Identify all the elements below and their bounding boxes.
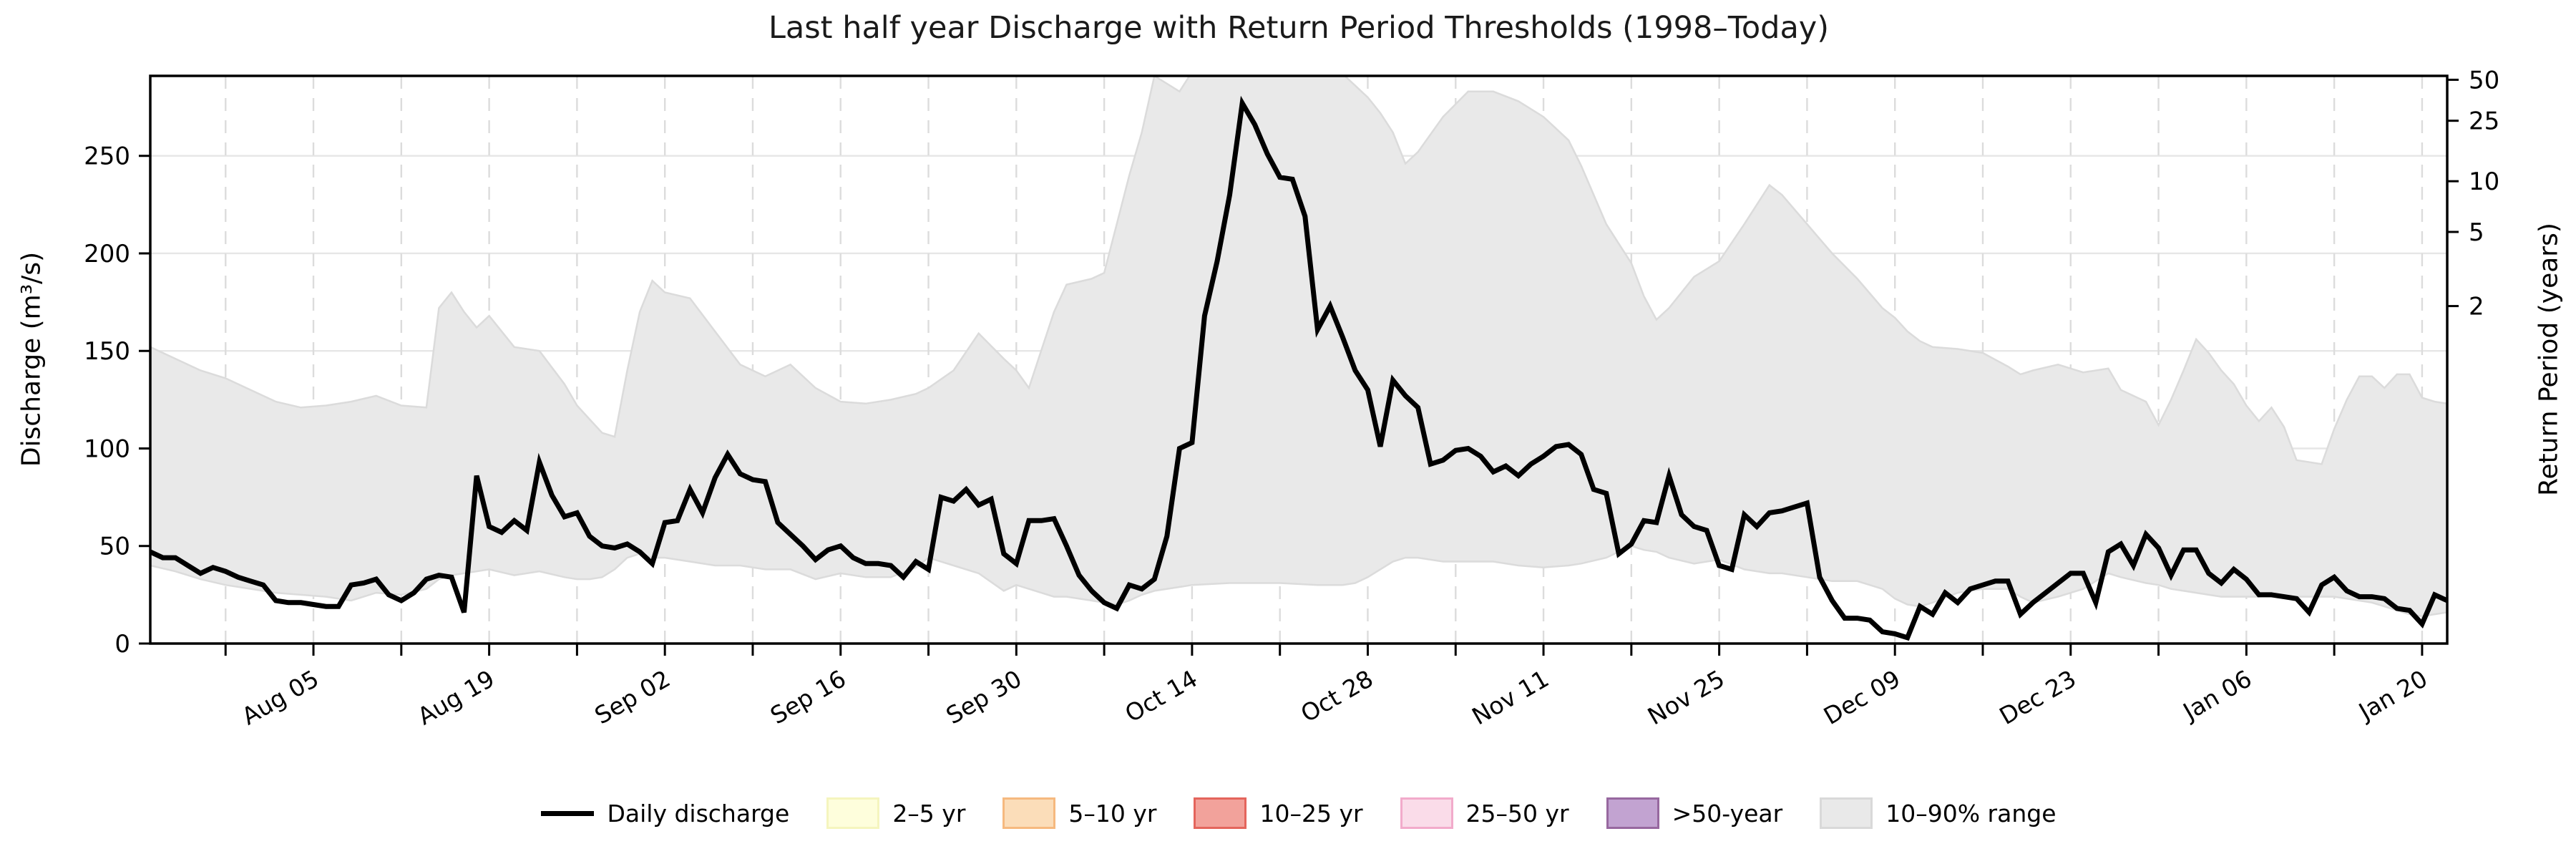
x-tick-label: Sep 02 [590,664,675,729]
chart-title: Last half year Discharge with Return Per… [768,10,1830,46]
return-period-tick-label: 5 [2469,218,2484,247]
y-tick-label: 100 [84,435,130,463]
y-tick-label: 200 [84,240,130,268]
x-tick-label: Aug 19 [413,664,499,730]
x-tick-label: Nov 11 [1467,664,1553,730]
legend-patch-swatch [1002,797,1056,829]
percentile-band-10-90 [150,76,2447,616]
y-axis-label-return-period: Return Period (years) [2534,223,2564,496]
x-tick-label: Aug 05 [237,664,323,730]
legend-item: 2–5 yr [826,797,965,829]
x-tick-label: Sep 30 [942,664,1027,729]
return-period-tick-label: 50 [2469,66,2499,94]
legend-item: 5–10 yr [1002,797,1156,829]
legend-item: 10–90% range [1820,797,2057,829]
x-tick-label: Oct 28 [1296,664,1377,728]
daily-discharge-line [150,95,2447,641]
legend-label: 2–5 yr [892,799,966,828]
legend-label: 10–25 yr [1259,799,1363,828]
y-tick-label: 250 [84,142,130,171]
y-tick-label: 150 [84,337,130,366]
y-tick-label: 50 [99,533,130,561]
legend-patch-swatch [826,797,880,829]
legend-patch-swatch [1606,797,1659,829]
chart-legend: Daily discharge 2–5 yr 5–10 yr 10–25 yr 25–5… [150,787,2447,839]
band-upper-edge [150,76,2447,465]
legend-patch-swatch [1194,797,1247,829]
x-tick-label: Oct 14 [1121,664,1202,728]
legend-item: Daily discharge [541,800,789,828]
legend-label: 5–10 yr [1068,799,1157,828]
x-tick-label: Jan 20 [2353,664,2432,726]
legend-patch-swatch [1820,797,1873,829]
plot-frame [149,74,2449,645]
legend-item: 10–25 yr [1194,797,1363,829]
return-period-tick-label: 2 [2469,293,2484,321]
return-period-tick-label: 10 [2469,168,2499,196]
legend-patch-swatch [1400,797,1453,829]
legend-label: Daily discharge [607,799,790,828]
y-tick-label: 0 [114,630,130,659]
x-tick-label: Dec 23 [1995,664,2081,730]
band-lower-edge [150,545,2447,618]
x-tick-label: Sep 16 [766,664,851,729]
legend-line-swatch [541,810,595,816]
x-tick-label: Dec 09 [1819,664,1905,730]
legend-item: 25–50 yr [1400,797,1569,829]
x-tick-label: Nov 25 [1643,664,1729,730]
legend-label: >50-year [1672,799,1783,828]
legend-item: >50-year [1606,797,1783,829]
y-axis-label-discharge: Discharge (m³/s) [16,251,47,467]
legend-label: 10–90% range [1885,799,2057,828]
legend-label: 25–50 yr [1465,799,1569,828]
return-period-tick-label: 25 [2469,107,2499,136]
x-tick-label: Jan 06 [2177,664,2257,726]
